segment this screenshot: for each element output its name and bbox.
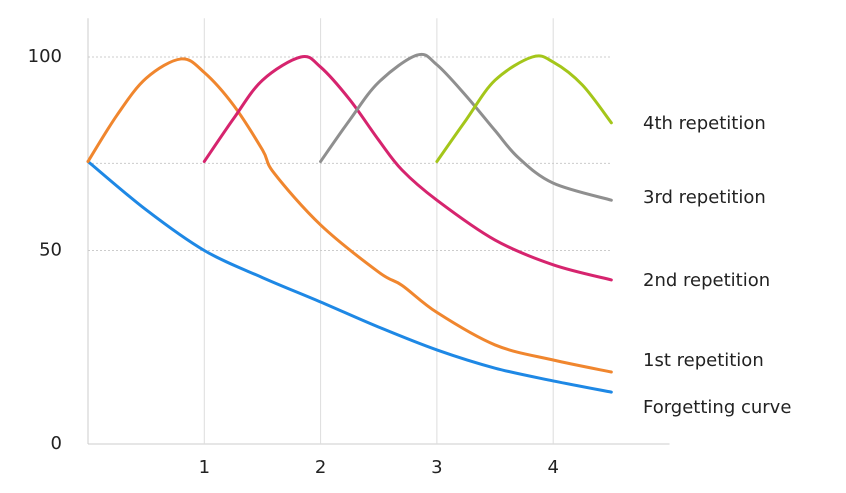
- x-tick-label: 3: [431, 457, 442, 478]
- y-tick-label: 50: [39, 240, 62, 261]
- legend-label: 1st repetition: [643, 350, 764, 371]
- legend-label: 4th repetition: [643, 113, 766, 134]
- x-tick-label: 2: [315, 457, 326, 478]
- x-tick-label: 1: [199, 457, 210, 478]
- x-tick-label: 4: [547, 457, 558, 478]
- series-line: [435, 54, 613, 163]
- series-line: [86, 159, 613, 394]
- y-tick-label: 100: [28, 46, 62, 67]
- series-line: [86, 57, 613, 374]
- legend-label: 2nd repetition: [643, 270, 770, 291]
- legend-label: 3rd repetition: [643, 187, 766, 208]
- series-line: [319, 52, 613, 202]
- legend-label: Forgetting curve: [643, 397, 791, 418]
- y-tick-label: 0: [51, 433, 62, 454]
- series-line: [202, 55, 613, 282]
